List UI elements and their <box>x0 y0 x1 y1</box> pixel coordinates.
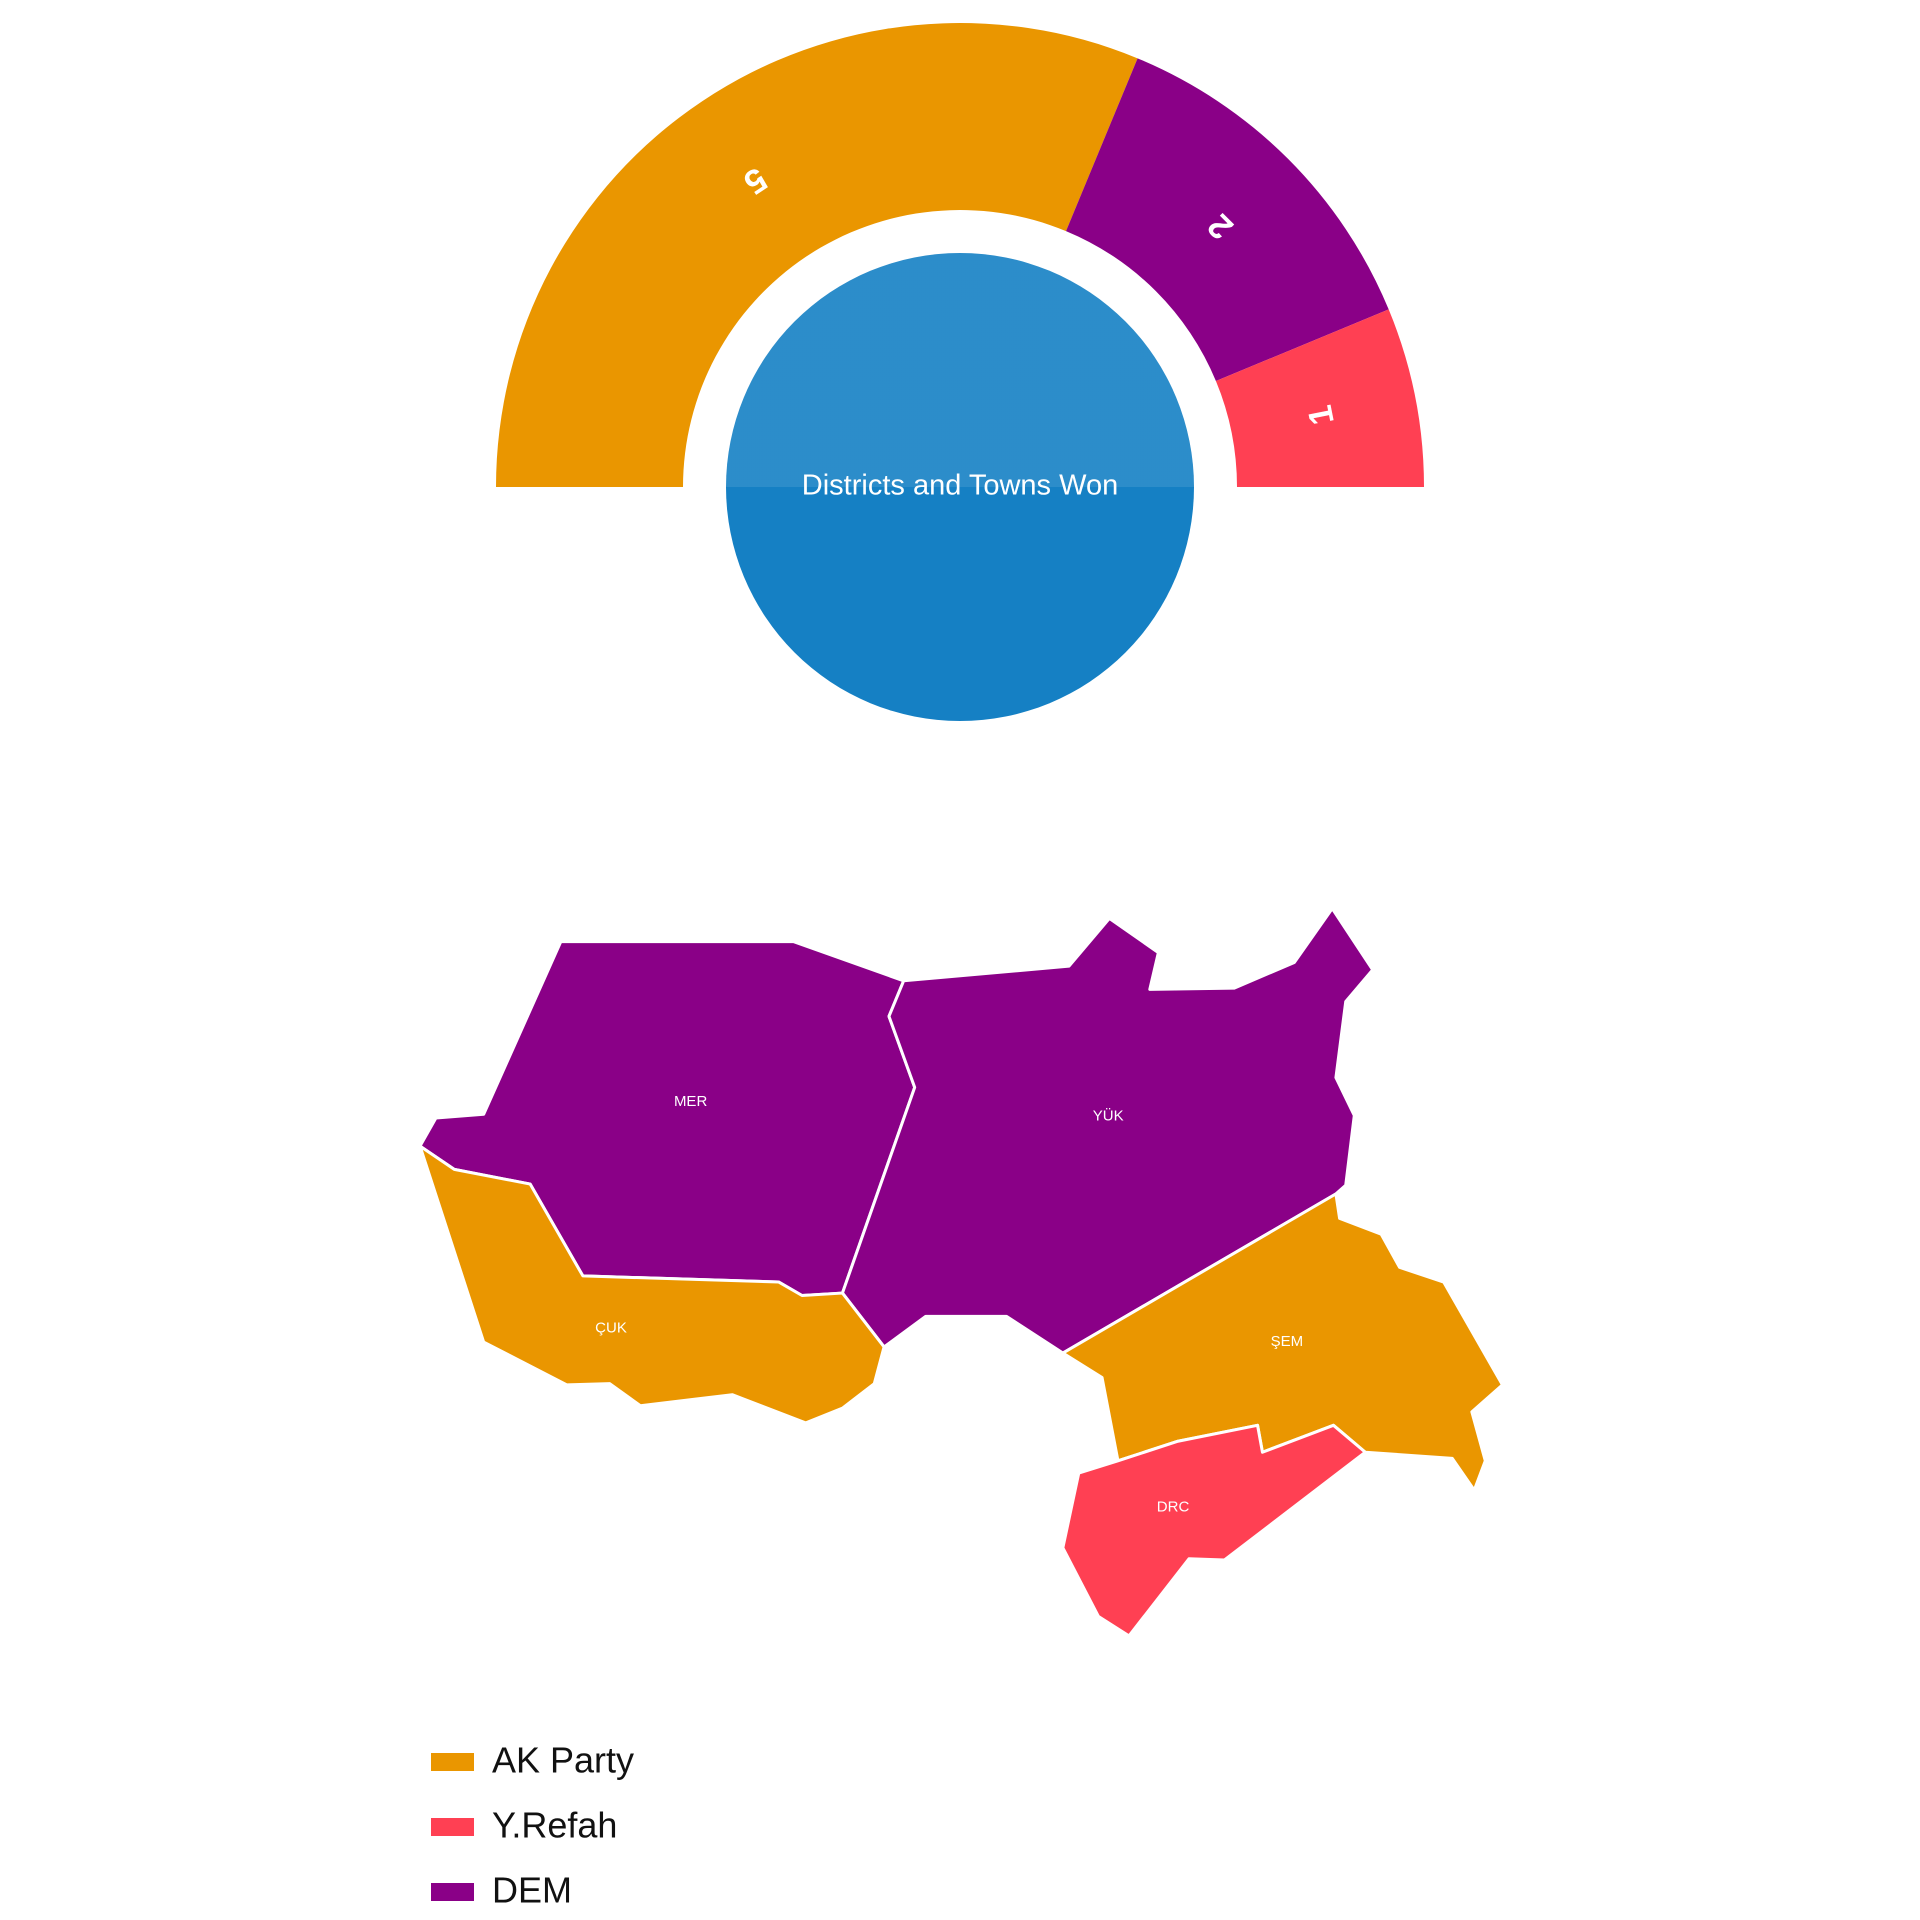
segment <box>1066 58 1389 381</box>
center-gloss <box>726 253 1194 721</box>
segment <box>496 23 1138 487</box>
map: MER YÜK ÇUK ŞEM DRC <box>418 907 1504 1638</box>
region <box>1061 1423 1367 1638</box>
region-label: DRC <box>1157 1498 1190 1515</box>
legend-swatch <box>431 1753 474 1771</box>
region-label: ŞEM <box>1271 1333 1304 1350</box>
legend-label: AK Party <box>492 1740 634 1781</box>
center-title: Districts and Towns Won <box>802 470 1118 502</box>
legend-label: DEM <box>492 1870 572 1911</box>
region-label: MER <box>674 1093 708 1110</box>
region <box>418 1144 886 1425</box>
segment <box>1215 309 1424 487</box>
region-label: ÇUK <box>595 1320 627 1337</box>
legend-swatch <box>431 1818 474 1836</box>
legend: AK Party Y.Refah DEM <box>431 1740 634 1911</box>
region-label: YÜK <box>1093 1107 1124 1125</box>
legend-swatch <box>431 1883 474 1901</box>
legend-label: Y.Refah <box>492 1805 617 1846</box>
